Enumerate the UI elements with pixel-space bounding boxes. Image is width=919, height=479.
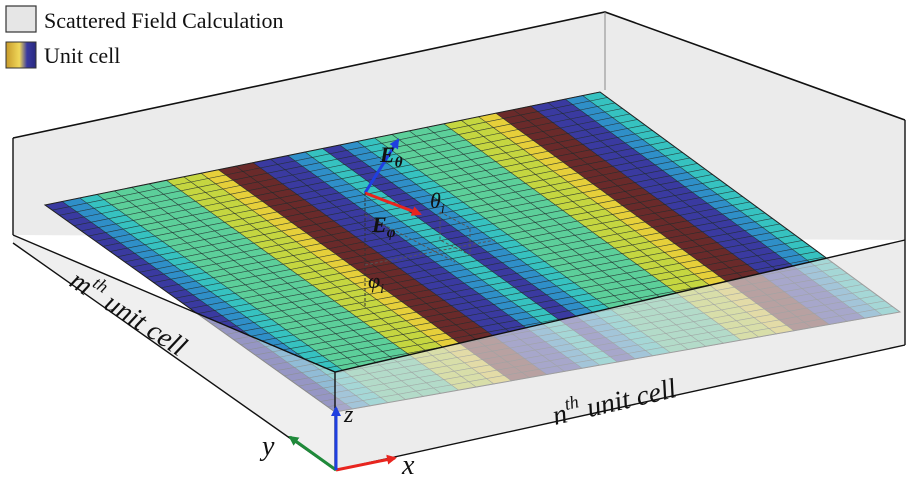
incident-field-vectors: [363, 138, 496, 308]
box-front-left-face: [13, 235, 335, 470]
incident-direction-box: [439, 211, 471, 256]
phi-i-label: φi: [368, 268, 384, 297]
legend-swatch-unit-cell: [5, 41, 37, 69]
e-theta-label: Eθ: [379, 142, 403, 171]
phi-line-1: [364, 214, 456, 263]
y-axis-label: y: [259, 431, 275, 462]
theta-i-label: θi: [430, 188, 445, 217]
e-phi-label: Eφ: [371, 212, 396, 241]
z-axis-label: z: [343, 402, 354, 428]
y-axis-arrow: [288, 435, 337, 472]
phi-line-2: [364, 239, 496, 266]
box-front-right-face: [335, 240, 905, 470]
x-axis-label: x: [401, 450, 415, 479]
e-phi-arrow: [364, 191, 422, 216]
coordinate-axes: x y z: [259, 402, 415, 479]
x-axis-arrow: [335, 454, 397, 472]
legend-label-scattered-field: Scattered Field Calculation: [44, 8, 284, 33]
legend-swatch-scattered-field: [5, 5, 37, 33]
legend-label-unit-cell: Unit cell: [44, 43, 120, 68]
e-theta-arrow: [363, 138, 400, 194]
legend: Scattered Field Calculation Unit cell: [5, 5, 284, 69]
